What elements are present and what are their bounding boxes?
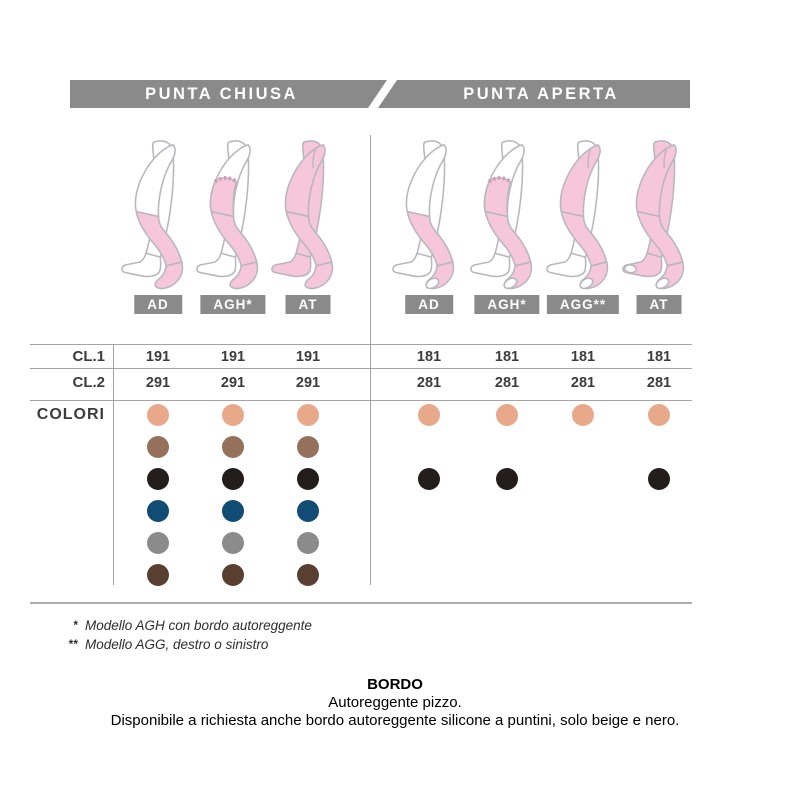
size-value-CL.2-left-0: 291 [145, 375, 171, 391]
rule-top [30, 344, 692, 345]
color-swatch-black-left-0 [147, 468, 169, 490]
row-label-cl1: CL.1 [72, 348, 105, 365]
size-value-CL.2-left-1: 291 [220, 375, 246, 391]
model-badge-left-0: AD [134, 295, 182, 314]
color-swatch-blue-left-0 [147, 500, 169, 522]
size-value-CL.2-left-2: 291 [295, 375, 321, 391]
rule-label-divider [113, 344, 114, 585]
size-value-CL.1-left-2: 191 [295, 349, 321, 365]
header-right-label: PUNTA APERTA [463, 84, 619, 103]
color-swatch-beige-left-2 [297, 404, 319, 426]
size-value-CL.1-left-1: 191 [220, 349, 246, 365]
model-badge-right-3: AT [636, 295, 682, 314]
size-value-CL.1-right-2: 181 [570, 349, 596, 365]
color-swatch-black-right-0 [418, 468, 440, 490]
leg-illustration-right-agg [535, 138, 632, 293]
size-value-CL.2-right-2: 281 [570, 375, 596, 391]
model-badge-right-2: AGG** [546, 295, 620, 314]
color-swatch-beige-right-3 [648, 404, 670, 426]
color-swatch-black-right-1 [496, 468, 518, 490]
color-swatch-beige-right-1 [496, 404, 518, 426]
size-value-CL.2-right-0: 281 [416, 375, 442, 391]
color-swatch-brown-left-2 [297, 436, 319, 458]
color-swatch-black-left-1 [222, 468, 244, 490]
color-swatch-dark-brown-left-1 [222, 564, 244, 586]
header-left-label: PUNTA CHIUSA [145, 84, 298, 103]
footnote-marker-1: ** [68, 637, 78, 651]
leg-illustration-left-ad [110, 138, 207, 293]
size-value-CL.2-right-3: 281 [646, 375, 672, 391]
color-swatch-blue-left-1 [222, 500, 244, 522]
size-value-CL.1-right-1: 181 [494, 349, 520, 365]
size-value-CL.1-right-0: 181 [416, 349, 442, 365]
color-swatch-black-left-2 [297, 468, 319, 490]
model-badge-left-1: AGH* [200, 295, 266, 314]
color-swatch-beige-left-0 [147, 404, 169, 426]
bordo-title: BORDO [367, 676, 423, 693]
size-value-CL.1-left-0: 191 [145, 349, 171, 365]
rule-center-divider [370, 135, 371, 585]
color-swatch-beige-left-1 [222, 404, 244, 426]
leg-illustration-right-at [611, 138, 708, 293]
color-swatch-brown-left-0 [147, 436, 169, 458]
footnote-marker-0: * [73, 618, 78, 632]
color-swatch-black-right-3 [648, 468, 670, 490]
color-swatch-grey-left-1 [222, 532, 244, 554]
model-badge-right-1: AGH* [474, 295, 540, 314]
leg-illustration-left-at [260, 138, 357, 293]
footnotes: * Modello AGH con bordo autoreggente ** Mod… [58, 616, 312, 654]
color-swatch-dark-brown-left-0 [147, 564, 169, 586]
leg-illustration-left-agh [185, 138, 282, 293]
rule-below-sizes [30, 400, 692, 401]
color-swatch-beige-right-0 [418, 404, 440, 426]
header-punta-chiusa: PUNTA CHIUSA [70, 80, 387, 108]
model-badge-left-2: AT [285, 295, 331, 314]
leg-illustration-right-ad [381, 138, 478, 293]
header-punta-aperta: PUNTA APERTA [378, 80, 690, 108]
footnote-0: * Modello AGH con bordo autoreggente [58, 616, 312, 635]
footnote-1: ** Modello AGG, destro o sinistro [58, 635, 312, 654]
model-badge-right-0: AD [405, 295, 453, 314]
rule-bottom [30, 602, 692, 604]
color-swatch-blue-left-2 [297, 500, 319, 522]
leg-illustration-right-agh [459, 138, 556, 293]
footnote-text-1: Modello AGG, destro o sinistro [85, 637, 269, 652]
color-swatch-beige-right-2 [572, 404, 594, 426]
rule-mid [30, 368, 692, 369]
color-swatch-brown-left-1 [222, 436, 244, 458]
bordo-block: BORDO Autoreggente pizzo. Disponibile a … [0, 676, 790, 730]
row-label-colori: COLORI [36, 406, 105, 423]
color-swatch-grey-left-2 [297, 532, 319, 554]
bordo-line1: Autoreggente pizzo. [328, 694, 462, 711]
footnote-text-0: Modello AGH con bordo autoreggente [85, 618, 312, 633]
bordo-line2: Disponibile a richiesta anche bordo auto… [110, 712, 680, 729]
row-label-cl2: CL.2 [72, 374, 105, 391]
size-value-CL.1-right-3: 181 [646, 349, 672, 365]
color-swatch-grey-left-0 [147, 532, 169, 554]
color-swatch-dark-brown-left-2 [297, 564, 319, 586]
size-value-CL.2-right-1: 281 [494, 375, 520, 391]
